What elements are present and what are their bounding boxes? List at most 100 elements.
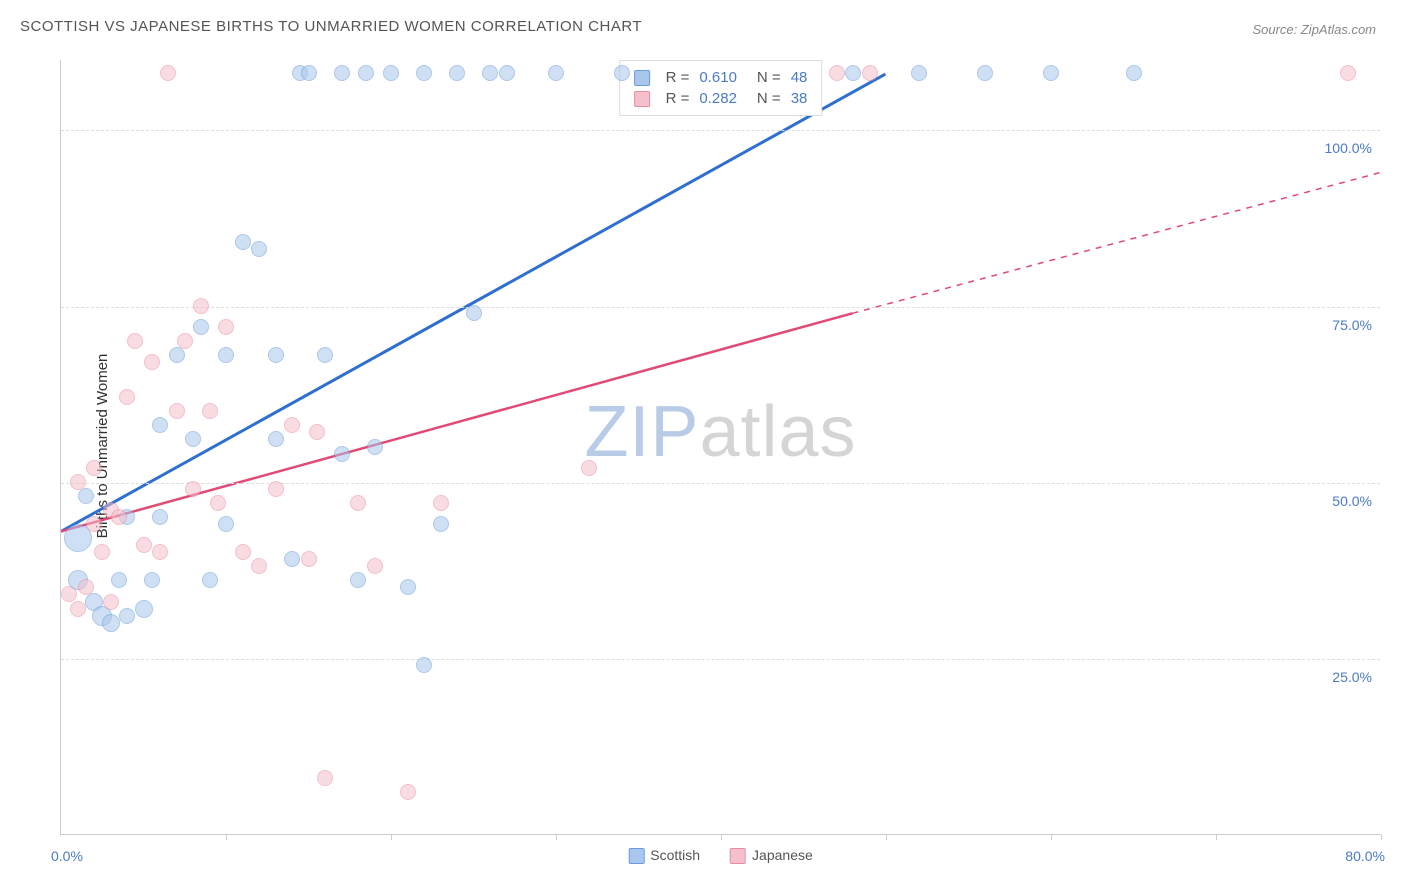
- plot-area: ZIPatlas 0.0% 80.0% R = 0.610N = 48R = 0…: [60, 60, 1380, 835]
- data-point: [193, 319, 209, 335]
- watermark-atlas: atlas: [699, 392, 856, 472]
- stats-legend: R = 0.610N = 48R = 0.282N = 38: [619, 60, 823, 116]
- data-point: [193, 298, 209, 314]
- x-tick: [886, 834, 887, 840]
- data-point: [482, 65, 498, 81]
- x-axis-min-label: 0.0%: [51, 848, 83, 864]
- data-point: [86, 460, 102, 476]
- y-tick-label: 75.0%: [1332, 317, 1372, 333]
- data-point: [160, 65, 176, 81]
- source-label: Source: ZipAtlas.com: [1252, 22, 1376, 37]
- data-point: [235, 234, 251, 250]
- data-point: [317, 347, 333, 363]
- data-point: [499, 65, 515, 81]
- y-tick-label: 50.0%: [1332, 493, 1372, 509]
- x-tick: [1381, 834, 1382, 840]
- y-tick-label: 100.0%: [1325, 140, 1372, 156]
- data-point: [268, 347, 284, 363]
- data-point: [202, 572, 218, 588]
- data-point: [185, 481, 201, 497]
- data-point: [111, 509, 127, 525]
- data-point: [152, 509, 168, 525]
- watermark-zip: ZIP: [584, 392, 699, 472]
- data-point: [218, 319, 234, 335]
- data-point: [350, 572, 366, 588]
- data-point: [86, 516, 102, 532]
- data-point: [862, 65, 878, 81]
- chart-title: SCOTTISH VS JAPANESE BIRTHS TO UNMARRIED…: [20, 18, 642, 35]
- data-point: [358, 65, 374, 81]
- data-point: [416, 65, 432, 81]
- data-point: [334, 65, 350, 81]
- x-tick: [721, 834, 722, 840]
- data-point: [350, 495, 366, 511]
- data-point: [845, 65, 861, 81]
- data-point: [94, 544, 110, 560]
- x-tick: [556, 834, 557, 840]
- data-point: [367, 558, 383, 574]
- data-point: [416, 657, 432, 673]
- data-point: [466, 305, 482, 321]
- data-point: [78, 579, 94, 595]
- data-point: [268, 481, 284, 497]
- data-point: [152, 544, 168, 560]
- data-point: [284, 551, 300, 567]
- data-point: [433, 495, 449, 511]
- data-point: [309, 424, 325, 440]
- x-tick: [1216, 834, 1217, 840]
- data-point: [317, 770, 333, 786]
- y-tick-label: 25.0%: [1332, 669, 1372, 685]
- data-point: [202, 403, 218, 419]
- data-point: [218, 347, 234, 363]
- data-point: [78, 488, 94, 504]
- data-point: [218, 516, 234, 532]
- trend-lines: [61, 60, 1380, 834]
- data-point: [284, 417, 300, 433]
- data-point: [70, 474, 86, 490]
- gridline: [61, 307, 1380, 308]
- x-tick: [391, 834, 392, 840]
- data-point: [400, 784, 416, 800]
- data-point: [334, 446, 350, 462]
- stats-row: R = 0.610N = 48: [634, 67, 808, 88]
- data-point: [127, 333, 143, 349]
- data-point: [136, 537, 152, 553]
- data-point: [102, 614, 120, 632]
- data-point: [449, 65, 465, 81]
- watermark: ZIPatlas: [584, 391, 856, 473]
- data-point: [144, 572, 160, 588]
- data-point: [1043, 65, 1059, 81]
- data-point: [367, 439, 383, 455]
- data-point: [169, 347, 185, 363]
- data-point: [581, 460, 597, 476]
- stats-row: R = 0.282N = 38: [634, 88, 808, 109]
- data-point: [119, 389, 135, 405]
- data-point: [251, 558, 267, 574]
- gridline: [61, 659, 1380, 660]
- data-point: [301, 551, 317, 567]
- data-point: [185, 431, 201, 447]
- data-point: [400, 579, 416, 595]
- x-tick: [1051, 834, 1052, 840]
- data-point: [251, 241, 267, 257]
- data-point: [169, 403, 185, 419]
- data-point: [70, 601, 86, 617]
- gridline: [61, 483, 1380, 484]
- data-point: [103, 594, 119, 610]
- data-point: [829, 65, 845, 81]
- data-point: [119, 608, 135, 624]
- data-point: [177, 333, 193, 349]
- data-point: [210, 495, 226, 511]
- data-point: [144, 354, 160, 370]
- data-point: [614, 65, 630, 81]
- gridline: [61, 130, 1380, 131]
- data-point: [548, 65, 564, 81]
- x-axis-max-label: 80.0%: [1345, 848, 1385, 864]
- data-point: [433, 516, 449, 532]
- data-point: [111, 572, 127, 588]
- x-tick: [226, 834, 227, 840]
- data-point: [135, 600, 153, 618]
- series-legend: ScottishJapanese: [628, 847, 813, 864]
- data-point: [235, 544, 251, 560]
- legend-item: Japanese: [730, 847, 813, 864]
